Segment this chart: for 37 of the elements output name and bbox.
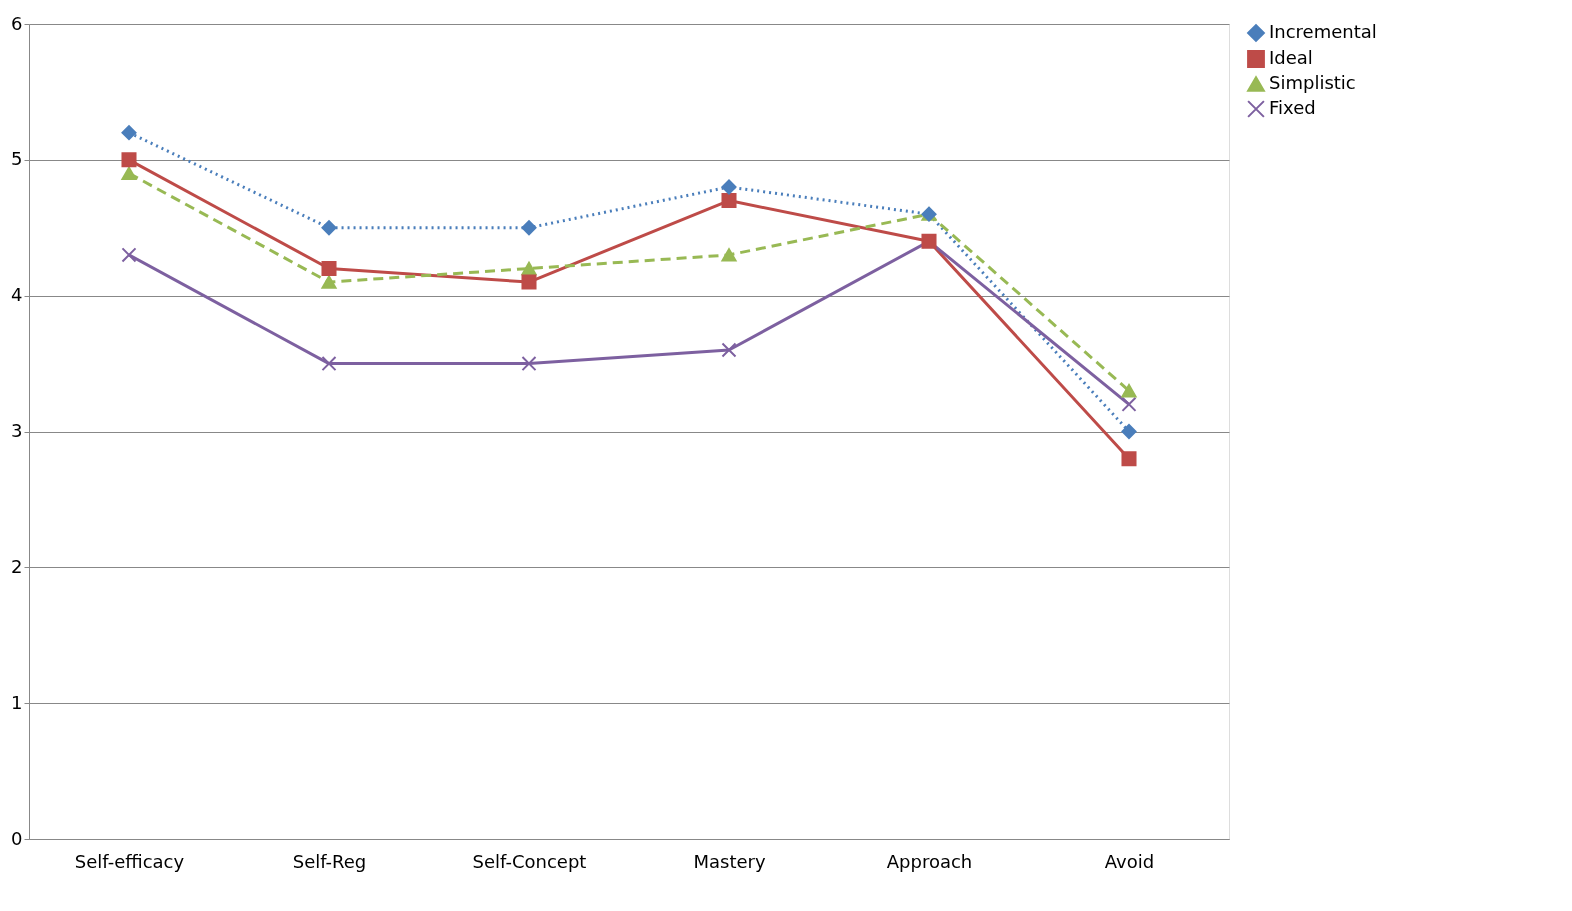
point <box>521 220 537 236</box>
y-tick-label: 5 <box>11 148 23 170</box>
point <box>721 342 737 358</box>
point <box>1121 384 1137 398</box>
point <box>1121 451 1137 467</box>
x-tick-label: Approach <box>886 850 973 872</box>
point <box>1121 396 1137 412</box>
point <box>321 275 337 289</box>
point <box>721 193 737 209</box>
x-tick-label: Self-Concept <box>472 850 587 872</box>
point <box>321 220 337 236</box>
point <box>321 260 337 277</box>
y-tick-label: 4 <box>11 284 23 306</box>
legend-label: Incremental <box>1269 21 1377 42</box>
legend-label: Ideal <box>1269 47 1313 68</box>
point <box>121 166 137 181</box>
point <box>721 179 737 195</box>
y-tick-label: 1 <box>11 691 23 713</box>
point <box>121 152 137 168</box>
y-tick-label: 6 <box>11 12 23 34</box>
point <box>1121 423 1137 440</box>
x-tick-label: Self-Reg <box>292 850 367 872</box>
point <box>721 248 737 262</box>
point <box>321 356 337 372</box>
point <box>521 274 537 290</box>
point <box>521 356 537 372</box>
y-tick-label: 2 <box>11 555 23 577</box>
point <box>121 247 137 263</box>
x-tick-label: Mastery <box>693 850 766 872</box>
y-tick-label: 0 <box>11 827 23 849</box>
legend-label: Simplistic <box>1269 72 1356 93</box>
point <box>521 261 537 276</box>
y-tick-label: 3 <box>11 420 23 441</box>
legend-label: Fixed <box>1269 97 1316 118</box>
point <box>121 125 137 141</box>
x-tick-label: Avoid <box>1104 850 1155 872</box>
x-tick-label: Self-efficacy <box>74 850 185 872</box>
